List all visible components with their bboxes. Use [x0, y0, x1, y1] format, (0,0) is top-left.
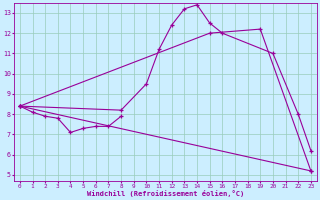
- X-axis label: Windchill (Refroidissement éolien,°C): Windchill (Refroidissement éolien,°C): [87, 190, 244, 197]
